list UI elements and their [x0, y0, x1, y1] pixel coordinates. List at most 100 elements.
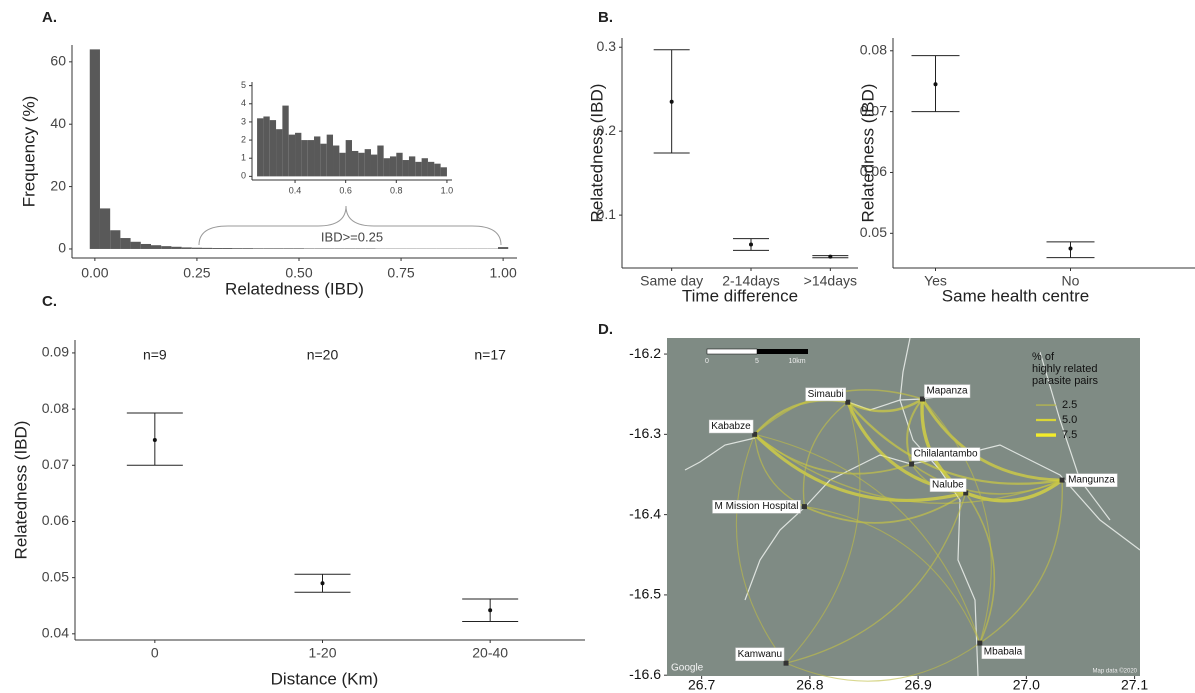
histogram-bar [161, 246, 171, 249]
node [977, 641, 982, 646]
legend-label: 7.5 [1062, 429, 1077, 441]
x-axis-title: Distance (Km) [271, 669, 379, 688]
panel-label: B. [598, 9, 613, 26]
panel-label: C. [42, 293, 57, 310]
x-tick-label: >14days [804, 273, 857, 289]
histogram-bar [320, 144, 326, 177]
x-tick-label: 0.25 [183, 265, 210, 281]
point [153, 438, 157, 442]
histogram-bar [243, 248, 253, 249]
scale-label: 0 [705, 358, 709, 365]
histogram-bar [301, 140, 307, 176]
y-axis-title: Relatedness (IBD) [587, 84, 606, 223]
histogram-bar [263, 248, 273, 249]
histogram-bar [182, 247, 192, 249]
node-label: Kababze [711, 421, 751, 432]
map-credit: Google [671, 663, 704, 674]
y-tick-label: 0.09 [42, 344, 69, 360]
node-label: Chilalantambo [914, 449, 978, 460]
y-axis-title: Relatedness (IBD) [11, 421, 30, 560]
x-tick-label: 20-40 [472, 645, 508, 661]
node [909, 462, 914, 467]
histogram-bar [352, 151, 358, 176]
histogram-bar [233, 248, 243, 249]
histogram-bar [120, 238, 130, 249]
histogram-bar [284, 248, 294, 249]
histogram-bar [333, 146, 339, 177]
histogram-bar [294, 248, 304, 249]
x-tick-label: 0.4 [289, 185, 302, 195]
x-axis-title: Time difference [682, 286, 798, 305]
y-tick-label: 0.07 [42, 456, 69, 472]
x-tick-label: 0 [151, 645, 159, 661]
histogram-bar [202, 248, 212, 249]
point [934, 82, 938, 86]
histogram-bar [273, 248, 283, 249]
histogram-bar [415, 162, 421, 177]
histogram-bar [384, 158, 390, 176]
x-tick-label: 1.00 [489, 265, 516, 281]
node-label: Mapanza [926, 386, 968, 397]
histogram-bar [434, 164, 440, 177]
histogram-bar [270, 120, 276, 176]
histogram-bar [222, 248, 232, 249]
x-tick-label: 0.50 [285, 265, 312, 281]
histogram-bar [263, 116, 269, 176]
y-tick-label: -16.4 [629, 505, 661, 521]
histogram-bar [390, 156, 396, 176]
node-label: Mbabala [984, 647, 1023, 658]
node-label: Mangunza [1068, 475, 1115, 486]
point [488, 608, 492, 612]
y-tick-label: 40 [50, 115, 66, 131]
histogram-bar [295, 133, 301, 177]
histogram-bar [131, 242, 141, 249]
histogram-bar [90, 49, 100, 249]
y-tick-label: -16.6 [629, 666, 661, 682]
scale-label: 5 [755, 358, 759, 365]
histogram-bar [289, 135, 295, 177]
histogram-bar [314, 136, 320, 176]
histogram-bar [110, 230, 120, 249]
panel-label: D. [598, 321, 613, 338]
x-tick-label: 0.6 [339, 185, 352, 195]
node [1060, 478, 1065, 483]
histogram-bar [253, 248, 263, 249]
point [670, 100, 674, 104]
y-tick-label: 4 [241, 98, 246, 108]
point [1069, 247, 1073, 251]
x-tick-label: 0.8 [390, 185, 403, 195]
annotation: IBD>=0.25 [321, 229, 383, 244]
node-label: M Mission Hospital [715, 501, 799, 512]
histogram-bar [358, 153, 364, 177]
point [321, 581, 325, 585]
histogram-bar [151, 245, 161, 249]
x-tick-label: 27.1 [1121, 677, 1148, 693]
histogram-bar [371, 155, 377, 177]
annotation: n=9 [143, 347, 167, 363]
panel-label: A. [42, 9, 57, 26]
y-tick-label: 0 [241, 171, 246, 181]
histogram-bar [100, 208, 110, 249]
y-tick-label: 20 [50, 177, 66, 193]
scale-bar [757, 349, 808, 354]
histogram-bar [396, 153, 402, 177]
y-tick-label: 0.3 [597, 38, 617, 54]
x-tick-label: 0.00 [81, 265, 108, 281]
y-tick-label: -16.5 [629, 586, 661, 602]
node-label: Nalube [932, 480, 964, 491]
figure: 02040600.000.250.500.751.00IBD>=0.25A.Re… [0, 0, 1195, 693]
legend-title: parasite pairs [1032, 375, 1099, 387]
histogram-bar [308, 140, 314, 176]
histogram-bar [428, 162, 434, 177]
histogram-bar [441, 167, 447, 176]
x-tick-label: 1-20 [308, 645, 336, 661]
y-tick-label: 0 [58, 240, 66, 256]
y-axis-title: Relatedness (IBD) [858, 84, 877, 223]
histogram-bar [422, 158, 428, 176]
y-tick-label: 5 [241, 80, 246, 90]
legend-label: 2.5 [1062, 399, 1077, 411]
annotation: n=17 [474, 347, 506, 363]
histogram-bar [403, 160, 409, 176]
node [784, 661, 789, 666]
y-tick-label: 0.05 [860, 224, 887, 240]
